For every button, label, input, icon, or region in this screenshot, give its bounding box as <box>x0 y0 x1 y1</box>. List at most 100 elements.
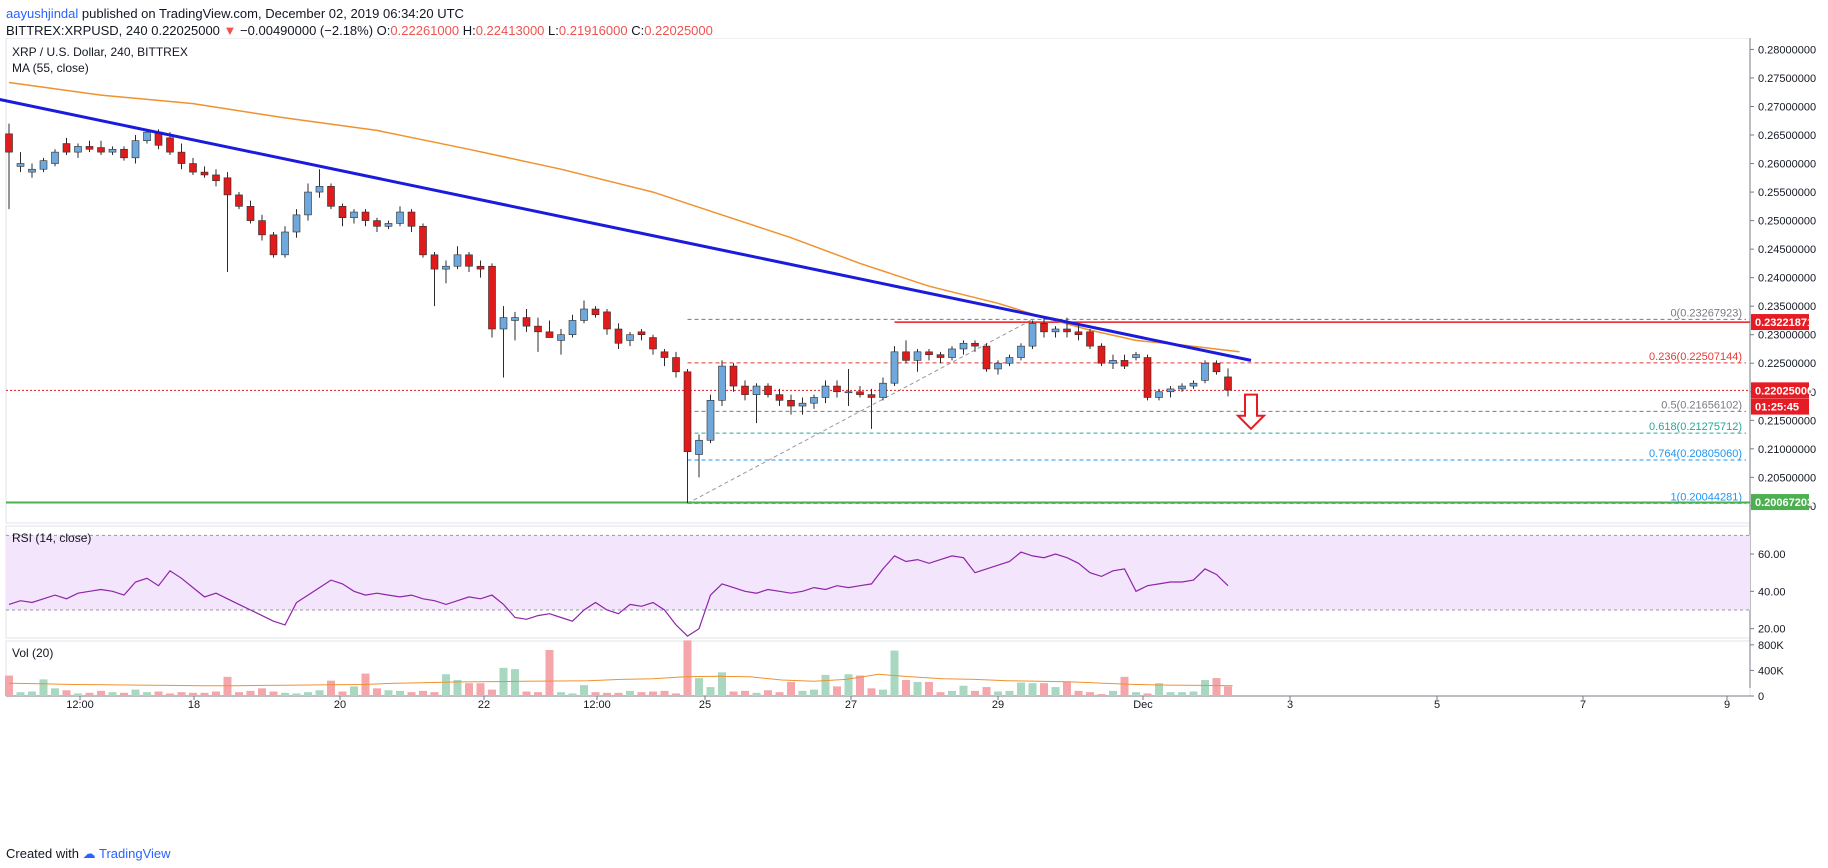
tradingview-link[interactable]: TradingView <box>99 846 171 861</box>
high-label: H: <box>462 23 476 38</box>
candle-body <box>476 265 485 270</box>
volume-bar <box>304 692 312 696</box>
volume-bar <box>1040 683 1048 696</box>
candle-body <box>39 160 48 170</box>
candle-body <box>453 254 462 267</box>
price-tick-label: 0.23500000 <box>1758 301 1816 313</box>
candle-body <box>223 177 232 196</box>
candle-body <box>568 320 577 336</box>
chart-header: aayushjindal published on TradingView.co… <box>6 6 713 38</box>
volume-bar <box>890 650 899 696</box>
volume-bar <box>649 691 657 696</box>
volume-bar <box>350 686 358 696</box>
candle-body <box>672 357 680 373</box>
volume-bar <box>729 691 738 696</box>
candle-body <box>396 211 404 224</box>
open-label: O: <box>376 23 391 38</box>
candle-body <box>166 137 174 153</box>
volume-bar <box>718 672 726 696</box>
volume-bar <box>143 692 151 696</box>
candle-body <box>488 265 496 330</box>
candle-body <box>430 254 439 270</box>
candle-body <box>580 308 588 321</box>
candle-body <box>1189 382 1198 387</box>
volume-bar <box>177 692 186 696</box>
volume-bar <box>1166 692 1175 696</box>
candle-body <box>1109 360 1117 364</box>
price-tick-label: 0.20500000 <box>1758 472 1816 484</box>
candle-body <box>361 211 370 221</box>
candle-body <box>637 331 646 336</box>
author-link[interactable]: aayushjindal <box>6 6 79 21</box>
candle-body <box>1028 322 1037 347</box>
time-tick-label: 12:00 <box>583 699 611 711</box>
candle-body <box>971 342 979 347</box>
time-tick-label: 7 <box>1580 699 1586 711</box>
volume-bar <box>476 683 485 696</box>
candle-body <box>787 400 795 407</box>
price-axis-badge-label: 0.23221871 <box>1755 317 1813 329</box>
candle-body <box>1074 331 1083 336</box>
low-label: L: <box>548 23 559 38</box>
tradingview-logo-icon: ☁ <box>82 846 96 861</box>
volume-tick-label: 0 <box>1758 691 1764 703</box>
volume-bar <box>971 690 979 696</box>
candle-body <box>258 220 266 236</box>
candle-body <box>775 394 784 401</box>
candle-body <box>200 171 209 176</box>
price-tick-label: 0.26500000 <box>1758 130 1816 142</box>
volume-bar <box>1005 690 1014 696</box>
candle-body <box>120 148 128 159</box>
volume-bar <box>488 689 496 696</box>
candle-body <box>902 351 910 361</box>
candle-body <box>442 265 450 270</box>
price-tick-label: 0.27500000 <box>1758 73 1816 85</box>
volume-tick-label: 800K <box>1758 640 1784 652</box>
candle-body <box>177 151 186 164</box>
volume-legend: Vol (20) <box>12 646 53 660</box>
candle-body <box>1005 357 1014 364</box>
volume-bar <box>557 692 565 696</box>
candle-body <box>1178 385 1186 390</box>
volume-bar <box>775 692 784 696</box>
volume-bar <box>741 690 749 696</box>
volume-bar <box>28 691 36 696</box>
candle-body <box>982 345 991 370</box>
candle-body <box>407 211 416 227</box>
rsi-legend: RSI (14, close) <box>12 531 91 545</box>
volume-bar <box>672 693 680 696</box>
price-tick-label: 0.24000000 <box>1758 273 1816 285</box>
volume-bar <box>764 690 772 696</box>
candle-body <box>212 174 220 181</box>
candle-body <box>327 186 335 207</box>
volume-bar <box>1143 693 1152 696</box>
candle-body <box>534 325 542 333</box>
ma-legend: MA (55, close) <box>12 61 89 75</box>
volume-bar <box>97 690 105 696</box>
candle-body <box>879 382 887 398</box>
candle-body <box>97 147 105 153</box>
candle-body <box>269 234 278 256</box>
price-axis-badge <box>1751 494 1809 511</box>
volume-bar <box>706 687 715 696</box>
chart-title: XRP / U.S. Dollar, 240, BITTREX <box>12 45 188 59</box>
volume-bar <box>1189 691 1198 696</box>
volume-bar <box>994 691 1002 696</box>
volume-bar <box>833 686 841 696</box>
volume-bar <box>1132 692 1140 696</box>
rsi-tick-label: 20.00 <box>1758 624 1786 636</box>
bearish-trendline <box>0 98 1252 362</box>
price-chart[interactable]: 0.28000000 0.27500000 0.27000000 0.26500000… <box>0 38 1828 838</box>
candle-body <box>741 385 749 395</box>
volume-bar <box>568 693 577 696</box>
candle-body <box>281 231 289 256</box>
volume-bar <box>120 692 128 696</box>
volume-bar <box>1212 678 1221 696</box>
candle-body <box>304 191 312 216</box>
candle-body <box>246 206 255 221</box>
price-tick-label: 0.28000000 <box>1758 44 1816 56</box>
fib-level-label: 0.5(0.21656102) <box>1661 399 1742 411</box>
volume-bar <box>1120 676 1129 696</box>
volume-bar <box>1028 683 1037 696</box>
candle-body <box>1224 376 1232 391</box>
